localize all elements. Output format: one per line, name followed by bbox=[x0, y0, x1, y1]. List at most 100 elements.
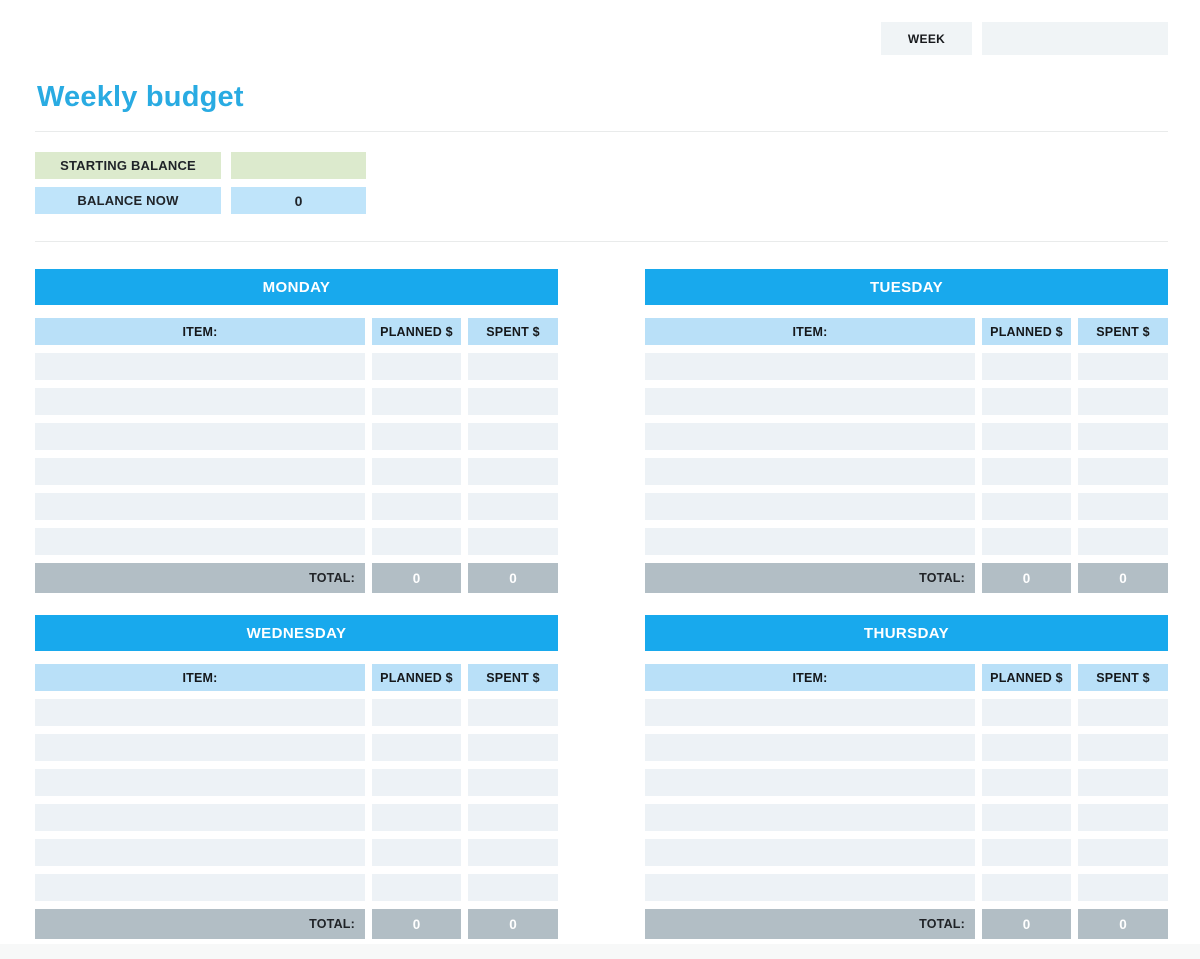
item-cell[interactable] bbox=[35, 804, 365, 831]
planned-cell[interactable] bbox=[372, 804, 461, 831]
item-cell[interactable] bbox=[645, 769, 975, 796]
planned-cell[interactable] bbox=[372, 458, 461, 485]
item-cell[interactable] bbox=[645, 423, 975, 450]
item-cell[interactable] bbox=[35, 388, 365, 415]
item-cell[interactable] bbox=[645, 734, 975, 761]
day-table-thursday: THURSDAY ITEM: PLANNED $ SPENT $ TOTAL: … bbox=[645, 615, 1168, 939]
spent-cell[interactable] bbox=[1078, 734, 1168, 761]
spent-cell[interactable] bbox=[468, 423, 558, 450]
table-row bbox=[645, 839, 1168, 866]
planned-cell[interactable] bbox=[372, 874, 461, 901]
spent-cell[interactable] bbox=[468, 769, 558, 796]
spent-cell[interactable] bbox=[1078, 804, 1168, 831]
planned-cell[interactable] bbox=[372, 353, 461, 380]
item-cell[interactable] bbox=[645, 804, 975, 831]
spent-cell[interactable] bbox=[1078, 769, 1168, 796]
planned-column-header: PLANNED $ bbox=[372, 664, 461, 691]
planned-cell[interactable] bbox=[982, 769, 1071, 796]
planned-cell[interactable] bbox=[982, 804, 1071, 831]
table-row bbox=[35, 493, 558, 520]
item-cell[interactable] bbox=[645, 353, 975, 380]
item-cell[interactable] bbox=[645, 388, 975, 415]
spent-cell[interactable] bbox=[1078, 423, 1168, 450]
planned-cell[interactable] bbox=[982, 874, 1071, 901]
day-header: THURSDAY bbox=[645, 615, 1168, 651]
planned-cell[interactable] bbox=[982, 388, 1071, 415]
item-cell[interactable] bbox=[645, 458, 975, 485]
spent-cell[interactable] bbox=[1078, 839, 1168, 866]
spent-cell[interactable] bbox=[468, 388, 558, 415]
item-cell[interactable] bbox=[35, 423, 365, 450]
planned-cell[interactable] bbox=[982, 423, 1071, 450]
planned-cell[interactable] bbox=[372, 699, 461, 726]
planned-cell[interactable] bbox=[372, 493, 461, 520]
item-cell[interactable] bbox=[35, 528, 365, 555]
spent-cell[interactable] bbox=[1078, 458, 1168, 485]
spent-cell[interactable] bbox=[468, 353, 558, 380]
total-row: TOTAL: 0 0 bbox=[645, 909, 1168, 939]
spent-cell[interactable] bbox=[468, 699, 558, 726]
item-cell[interactable] bbox=[645, 839, 975, 866]
item-cell[interactable] bbox=[35, 734, 365, 761]
total-label: TOTAL: bbox=[645, 909, 975, 939]
table-row bbox=[645, 804, 1168, 831]
item-cell[interactable] bbox=[35, 874, 365, 901]
planned-cell[interactable] bbox=[372, 734, 461, 761]
column-header-row: ITEM: PLANNED $ SPENT $ bbox=[35, 664, 558, 691]
spent-cell[interactable] bbox=[1078, 699, 1168, 726]
week-value-cell[interactable] bbox=[982, 22, 1168, 55]
item-cell[interactable] bbox=[35, 769, 365, 796]
starting-balance-value[interactable] bbox=[231, 152, 366, 179]
empty-rows bbox=[645, 353, 1168, 555]
balance-now-row: BALANCE NOW 0 bbox=[35, 187, 1200, 214]
table-row bbox=[645, 458, 1168, 485]
item-column-header: ITEM: bbox=[645, 664, 975, 691]
item-cell[interactable] bbox=[35, 699, 365, 726]
balance-now-label: BALANCE NOW bbox=[35, 187, 221, 214]
spent-cell[interactable] bbox=[468, 874, 558, 901]
total-spent-value: 0 bbox=[468, 563, 558, 593]
planned-cell[interactable] bbox=[982, 458, 1071, 485]
spent-cell[interactable] bbox=[1078, 353, 1168, 380]
balance-now-value[interactable]: 0 bbox=[231, 187, 366, 214]
spent-cell[interactable] bbox=[1078, 493, 1168, 520]
spent-cell[interactable] bbox=[468, 458, 558, 485]
planned-cell[interactable] bbox=[372, 388, 461, 415]
spent-cell[interactable] bbox=[1078, 874, 1168, 901]
day-table-wednesday: WEDNESDAY ITEM: PLANNED $ SPENT $ TOTAL:… bbox=[35, 615, 558, 939]
day-table-tuesday: TUESDAY ITEM: PLANNED $ SPENT $ TOTAL: 0… bbox=[645, 269, 1168, 593]
day-table-monday: MONDAY ITEM: PLANNED $ SPENT $ TOTAL: 0 … bbox=[35, 269, 558, 593]
spent-cell[interactable] bbox=[1078, 388, 1168, 415]
planned-cell[interactable] bbox=[982, 528, 1071, 555]
table-row bbox=[35, 734, 558, 761]
spent-cell[interactable] bbox=[468, 493, 558, 520]
planned-cell[interactable] bbox=[982, 734, 1071, 761]
table-row bbox=[35, 353, 558, 380]
spent-column-header: SPENT $ bbox=[1078, 664, 1168, 691]
item-cell[interactable] bbox=[35, 458, 365, 485]
planned-cell[interactable] bbox=[372, 423, 461, 450]
planned-cell[interactable] bbox=[372, 528, 461, 555]
spent-cell[interactable] bbox=[468, 528, 558, 555]
item-cell[interactable] bbox=[645, 699, 975, 726]
item-cell[interactable] bbox=[645, 528, 975, 555]
item-cell[interactable] bbox=[35, 493, 365, 520]
item-cell[interactable] bbox=[645, 493, 975, 520]
planned-cell[interactable] bbox=[982, 353, 1071, 380]
planned-cell[interactable] bbox=[372, 839, 461, 866]
planned-cell[interactable] bbox=[372, 769, 461, 796]
total-row: TOTAL: 0 0 bbox=[35, 909, 558, 939]
item-cell[interactable] bbox=[35, 839, 365, 866]
spent-cell[interactable] bbox=[1078, 528, 1168, 555]
table-row bbox=[645, 734, 1168, 761]
spent-cell[interactable] bbox=[468, 804, 558, 831]
item-cell[interactable] bbox=[35, 353, 365, 380]
column-header-row: ITEM: PLANNED $ SPENT $ bbox=[645, 664, 1168, 691]
spent-cell[interactable] bbox=[468, 734, 558, 761]
item-cell[interactable] bbox=[645, 874, 975, 901]
spent-cell[interactable] bbox=[468, 839, 558, 866]
planned-cell[interactable] bbox=[982, 493, 1071, 520]
planned-cell[interactable] bbox=[982, 699, 1071, 726]
planned-column-header: PLANNED $ bbox=[982, 318, 1071, 345]
planned-cell[interactable] bbox=[982, 839, 1071, 866]
